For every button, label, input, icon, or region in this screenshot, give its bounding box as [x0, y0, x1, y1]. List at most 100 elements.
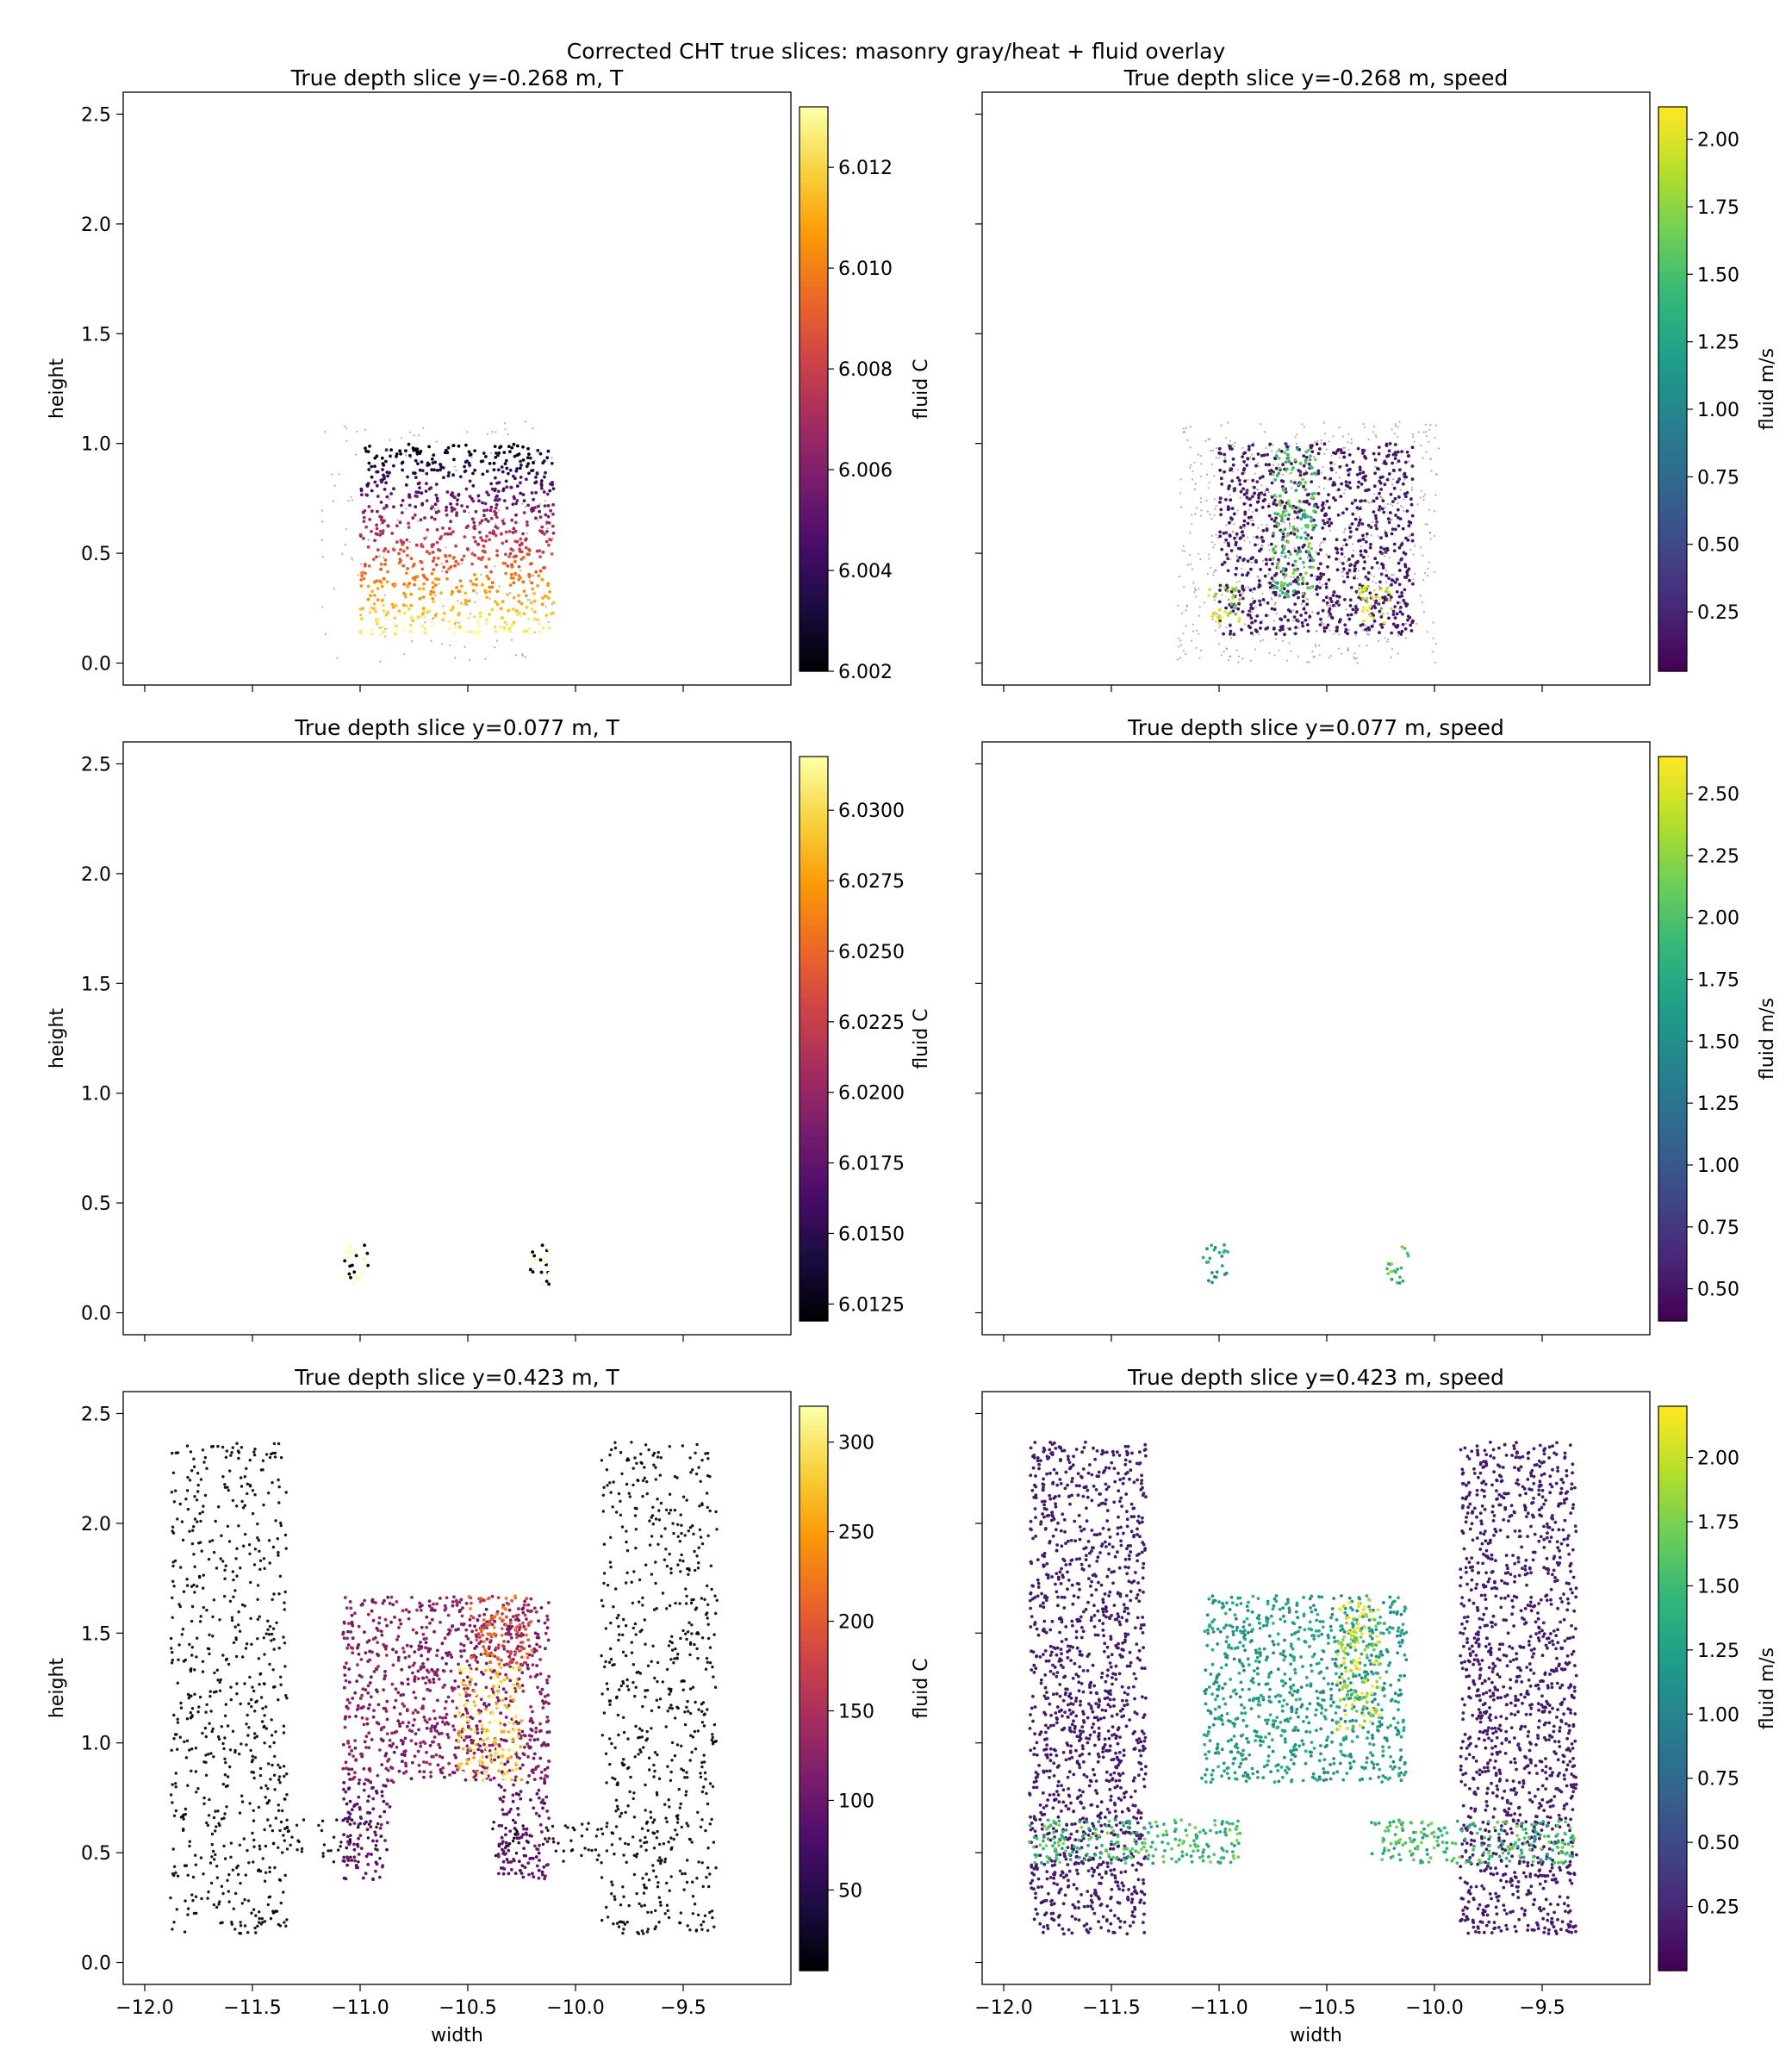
point [391, 1603, 395, 1607]
point [700, 1760, 704, 1765]
point [413, 513, 417, 517]
point [1293, 547, 1296, 550]
point [258, 1916, 261, 1921]
point [360, 1272, 364, 1275]
point [178, 1604, 182, 1609]
point [1422, 457, 1424, 459]
point [177, 1643, 181, 1647]
point [278, 1574, 283, 1578]
point [624, 1841, 627, 1846]
point [1223, 610, 1227, 614]
point [1332, 481, 1335, 484]
point [512, 442, 516, 446]
point [232, 1907, 235, 1910]
point [404, 449, 408, 452]
point [339, 1845, 342, 1848]
point [1311, 650, 1314, 653]
point [517, 600, 521, 603]
point [530, 469, 533, 472]
point [205, 1467, 208, 1470]
point [471, 483, 476, 488]
point [1274, 516, 1278, 520]
point [1397, 545, 1402, 550]
point [551, 502, 555, 507]
point [360, 617, 364, 621]
point [1240, 627, 1243, 632]
point [1283, 521, 1285, 524]
point [1256, 452, 1260, 456]
point [268, 1624, 272, 1629]
point [442, 565, 446, 570]
colorbar-tick-label: 1.25 [1697, 333, 1739, 354]
point [1363, 426, 1366, 428]
point [1263, 493, 1266, 496]
point [1360, 623, 1365, 626]
point [420, 491, 424, 495]
point [651, 1869, 656, 1872]
point [539, 486, 544, 490]
point [1295, 433, 1298, 436]
point [538, 630, 543, 634]
point [421, 573, 426, 577]
point [538, 503, 541, 506]
point [706, 1451, 710, 1455]
point [1324, 585, 1328, 589]
point [1296, 515, 1300, 520]
point [631, 1601, 635, 1605]
point [489, 516, 494, 520]
point [224, 1455, 228, 1460]
point [345, 427, 348, 429]
point [1218, 534, 1223, 539]
point [180, 1520, 184, 1523]
point [1335, 601, 1338, 605]
point [1403, 509, 1405, 513]
point [1225, 552, 1229, 557]
point [215, 1567, 219, 1570]
point [659, 1903, 663, 1907]
point [1397, 426, 1399, 428]
point [271, 1685, 276, 1689]
point [1366, 536, 1368, 539]
point [1314, 575, 1316, 577]
point [1378, 639, 1380, 643]
point [272, 1773, 277, 1777]
point [686, 1776, 689, 1779]
point [1208, 481, 1210, 483]
point [1184, 431, 1186, 433]
point [1307, 565, 1310, 569]
point [401, 627, 406, 632]
point [185, 1584, 190, 1587]
point [401, 549, 406, 553]
point [1382, 547, 1386, 551]
point [174, 1782, 177, 1785]
point [624, 1624, 628, 1628]
point [321, 520, 324, 523]
point [277, 1551, 280, 1554]
point [1242, 523, 1246, 527]
point [1315, 442, 1319, 446]
point [496, 468, 501, 472]
point [399, 559, 402, 563]
point [358, 534, 363, 538]
point [632, 1680, 635, 1685]
point [190, 1747, 194, 1751]
point [1291, 589, 1296, 594]
point [386, 550, 390, 553]
point [1241, 657, 1244, 660]
colorbar-band [1658, 356, 1687, 362]
point [449, 520, 452, 524]
point [183, 1864, 187, 1867]
point [284, 1924, 288, 1928]
point [464, 601, 468, 606]
point [508, 450, 512, 454]
point [1354, 589, 1359, 594]
colorbar-band [800, 450, 828, 456]
point [172, 1873, 176, 1878]
point [1226, 508, 1230, 512]
point [690, 1750, 694, 1754]
point [181, 1538, 185, 1542]
colorbar-band [800, 337, 828, 343]
point [226, 1724, 230, 1728]
colorbar-band [1658, 375, 1687, 381]
point [1351, 554, 1354, 558]
